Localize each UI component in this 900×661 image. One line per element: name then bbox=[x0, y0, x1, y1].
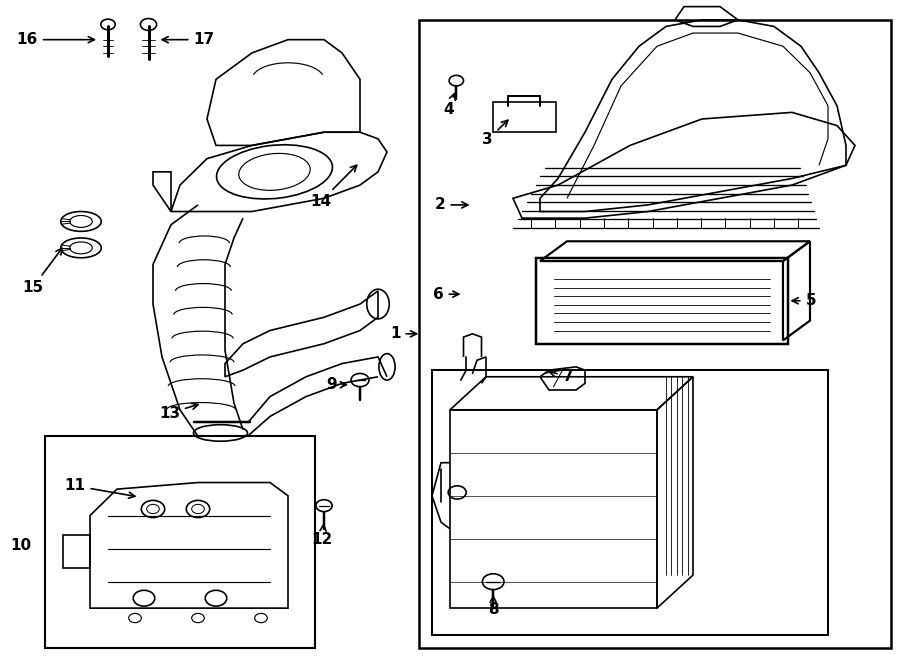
Text: 3: 3 bbox=[482, 120, 508, 147]
Text: 13: 13 bbox=[159, 403, 198, 420]
Text: 12: 12 bbox=[311, 525, 333, 547]
Text: 14: 14 bbox=[310, 165, 356, 209]
Text: 1: 1 bbox=[390, 327, 417, 341]
Text: 5: 5 bbox=[792, 293, 816, 308]
Text: 4: 4 bbox=[443, 94, 455, 118]
Bar bbox=[45, 436, 315, 648]
Text: 2: 2 bbox=[435, 198, 468, 212]
Bar bbox=[418, 20, 891, 648]
Text: 10: 10 bbox=[11, 538, 32, 553]
Text: 16: 16 bbox=[16, 32, 94, 47]
Text: 8: 8 bbox=[488, 596, 499, 617]
Text: 7: 7 bbox=[549, 369, 573, 384]
Text: 17: 17 bbox=[162, 32, 214, 47]
Text: 11: 11 bbox=[65, 479, 135, 498]
Text: 6: 6 bbox=[433, 287, 459, 301]
Text: 9: 9 bbox=[326, 377, 346, 392]
Text: 15: 15 bbox=[22, 249, 62, 295]
